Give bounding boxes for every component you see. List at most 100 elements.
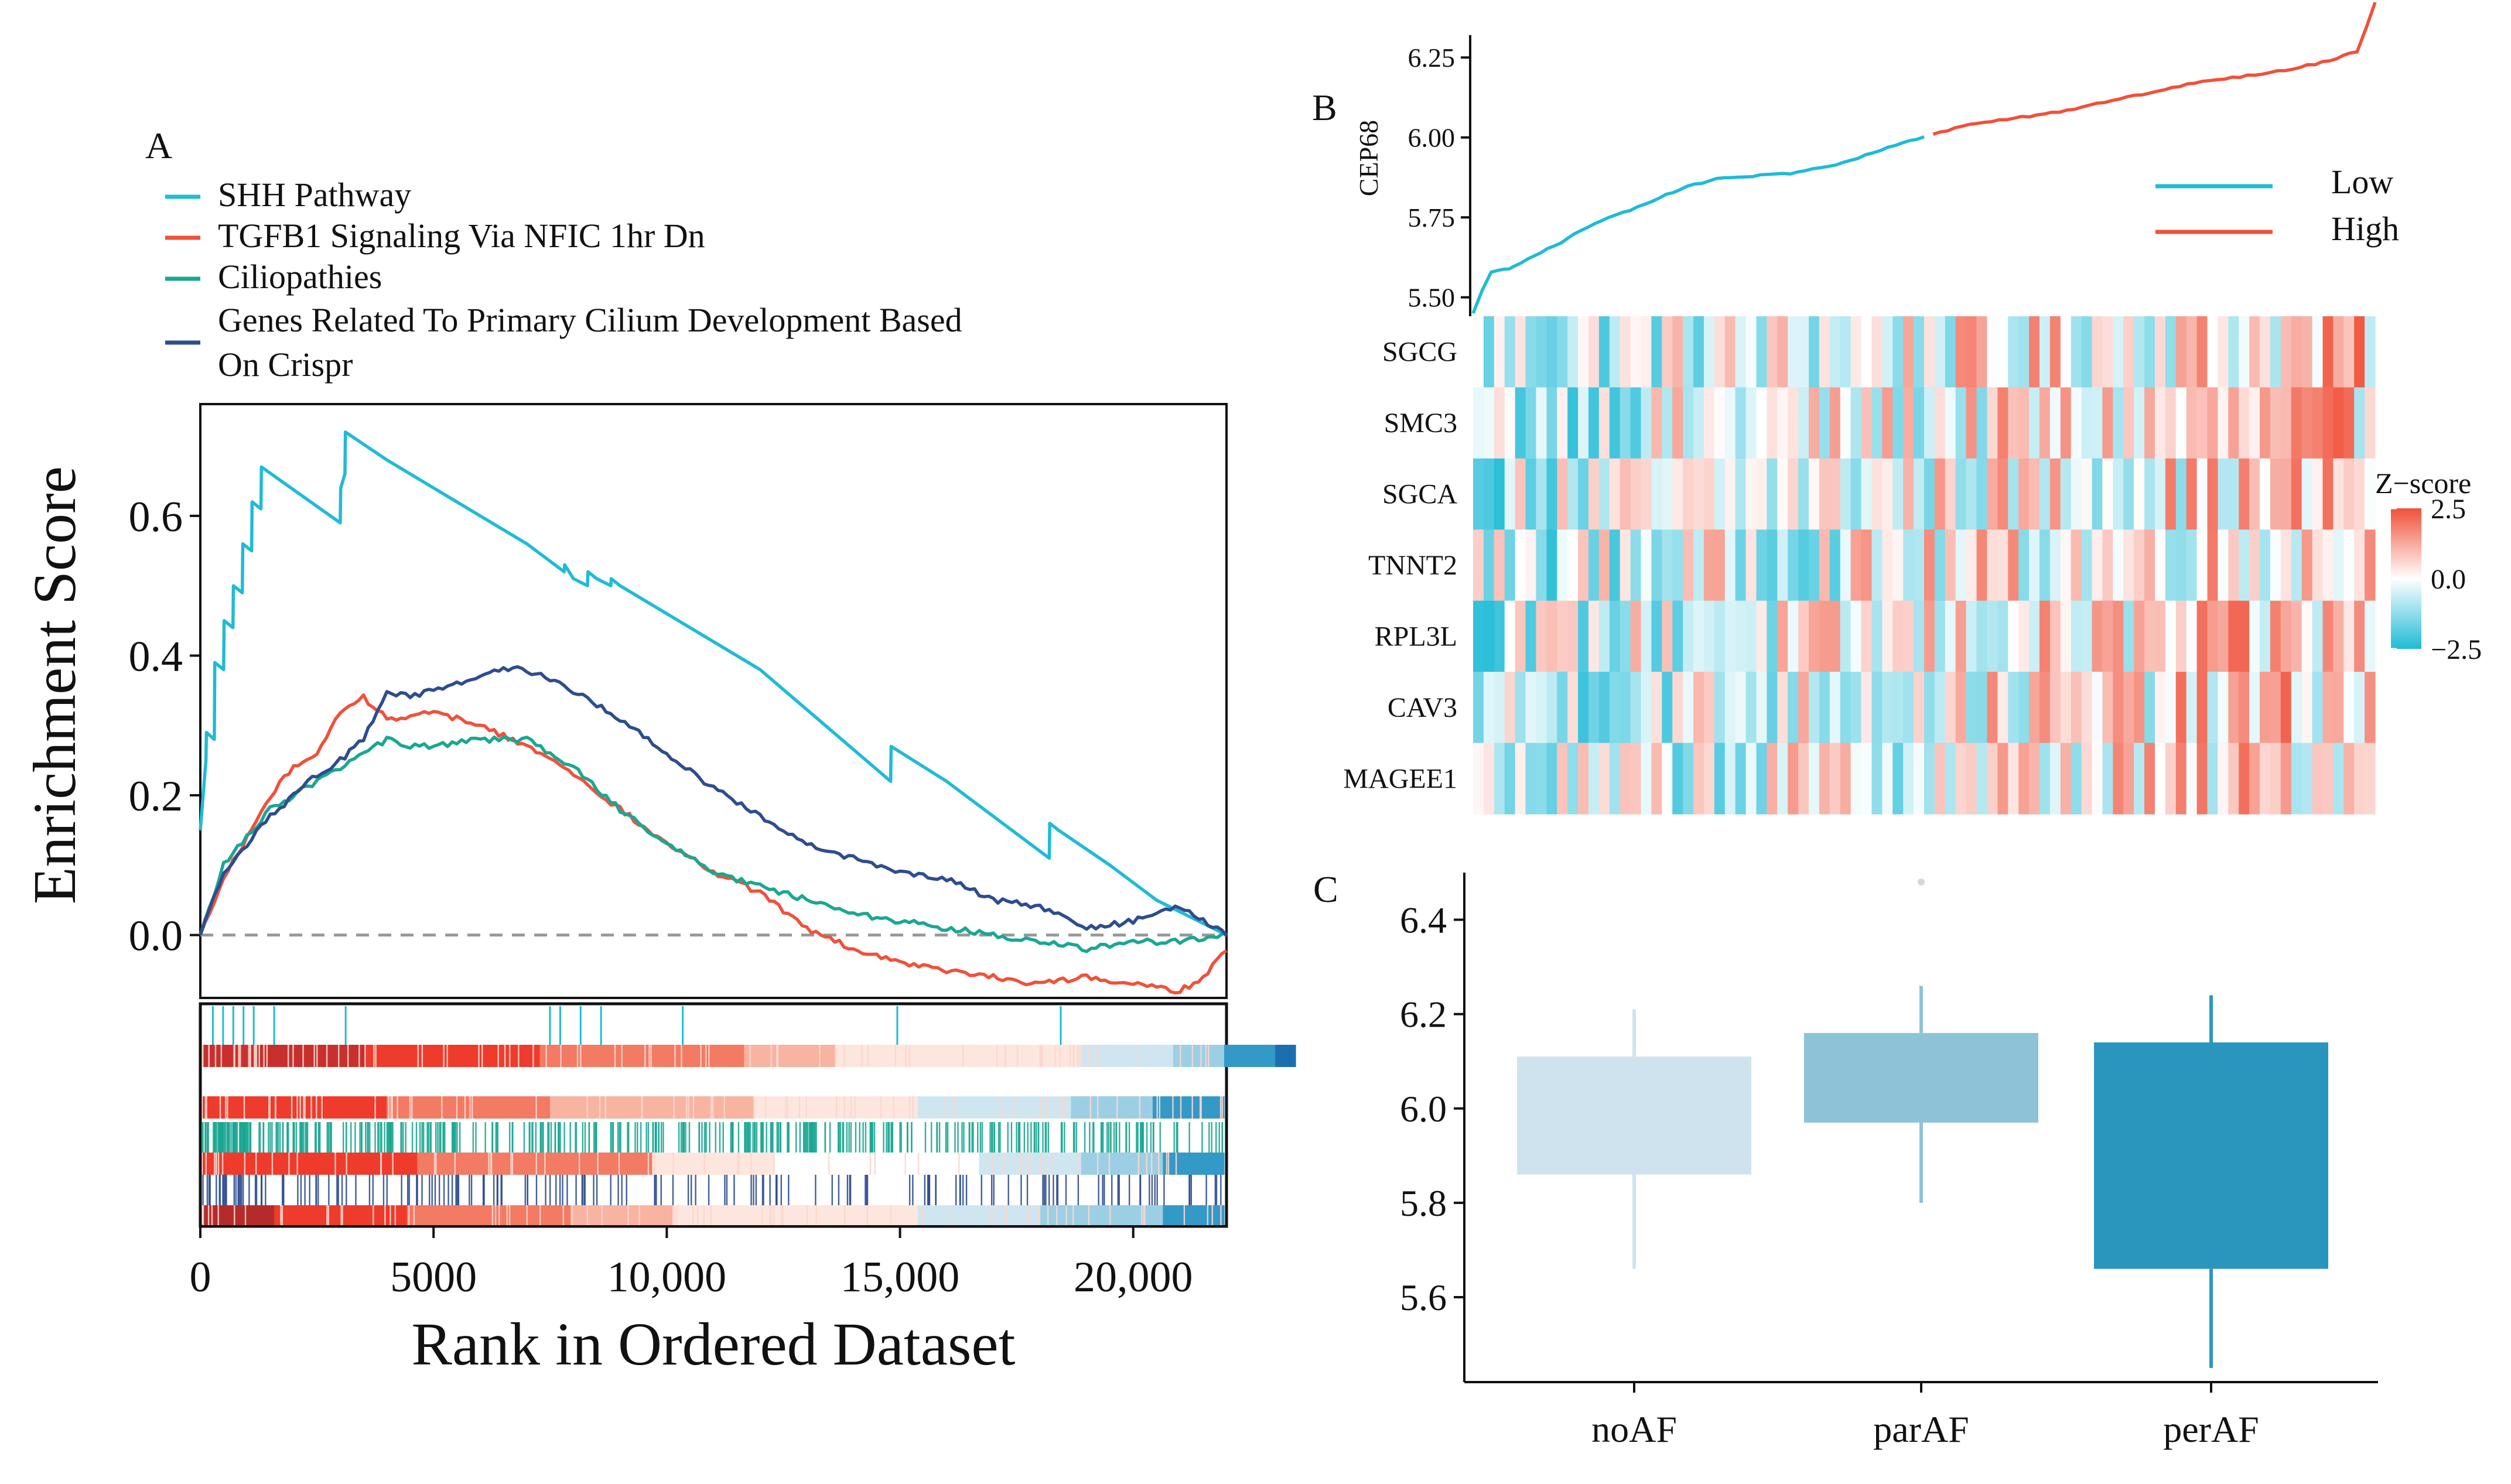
heatmap-cell xyxy=(2365,743,2376,815)
heatmap-cell xyxy=(1598,458,1610,530)
heatmap-cell xyxy=(1767,316,1778,388)
heatmap-cell xyxy=(1934,458,1946,530)
heatmap-cell xyxy=(1546,316,1557,388)
heatmap-cell xyxy=(1598,672,1610,744)
heatmap-cell xyxy=(2175,743,2187,815)
heatmap-cell xyxy=(1809,529,1820,601)
heatmap-cell xyxy=(1966,387,1977,459)
heatmap-cell xyxy=(2239,458,2250,530)
heatmap-cell xyxy=(1546,743,1557,815)
heatmap-cell xyxy=(2029,672,2040,744)
rug-tick-tgfb1-c-band xyxy=(1081,1153,1163,1175)
heatmap-cell xyxy=(1525,743,1537,815)
heatmap-cell xyxy=(1892,743,1904,815)
heatmap-cell xyxy=(2144,672,2155,744)
heatmap-cell xyxy=(2102,529,2113,601)
heatmap-cell xyxy=(2196,672,2208,744)
panel-b: B CEP68 5.50 5.75 6.00 6.25 Low High SGCG SM… xyxy=(1312,2,2482,815)
heatmap-cell xyxy=(1756,529,1767,601)
heatmap-cell xyxy=(1651,600,1662,672)
heatmap-cell xyxy=(1620,316,1631,388)
heatmap-cell xyxy=(2049,743,2061,815)
heatmap-cell xyxy=(1945,387,1956,459)
heatmap-cell xyxy=(1997,458,2008,530)
heatmap-cell xyxy=(1924,458,1935,530)
heatmap-cell xyxy=(1756,672,1767,744)
rug-tick-tgfb1-d-band xyxy=(203,1205,275,1225)
heatmap-cell xyxy=(1473,743,1484,815)
heatmap-cell xyxy=(1703,600,1715,672)
heatmap-cell xyxy=(2144,600,2155,672)
heatmap-cell xyxy=(1693,672,1704,744)
heatmap-cell xyxy=(1882,600,1893,672)
heatmap-cell xyxy=(2312,672,2324,744)
heatmap-cell xyxy=(1987,529,1998,601)
heatmap-cell xyxy=(2239,600,2250,672)
heatmap-cell xyxy=(2175,600,2187,672)
heatmap-cell xyxy=(2196,458,2208,530)
panel-a-series xyxy=(199,430,1228,995)
heatmap-cell xyxy=(1767,672,1778,744)
heatmap-cell xyxy=(2280,316,2292,388)
heatmap-cell xyxy=(2039,529,2051,601)
heatmap-cell xyxy=(1662,529,1673,601)
heatmap-cell xyxy=(1767,387,1778,459)
heatmap-cell xyxy=(1588,316,1600,388)
heatmap-cell xyxy=(2218,458,2229,530)
gene-label: RPL3L xyxy=(1375,621,1457,652)
heatmap-cell xyxy=(1588,458,1600,530)
heatmap-cell xyxy=(1672,316,1683,388)
heatmap-cell xyxy=(2039,458,2051,530)
heatmap-cell xyxy=(2322,458,2334,530)
heatmap-cell xyxy=(2029,743,2040,815)
heatmap-cell xyxy=(1871,600,1883,672)
heatmap-cell xyxy=(1903,743,1914,815)
heatmap-cell xyxy=(1494,316,1505,388)
heatmap-cell xyxy=(1651,743,1662,815)
heatmap-cell xyxy=(1871,672,1883,744)
heatmap-cell xyxy=(1997,387,2008,459)
heatmap-cell xyxy=(2113,672,2124,744)
heatmap-cell xyxy=(2102,387,2113,459)
heatmap-cell xyxy=(1945,743,1956,815)
heatmap-cell xyxy=(2312,316,2324,388)
heatmap-cell xyxy=(1997,529,2008,601)
heatmap-cell xyxy=(2029,529,2040,601)
heatmap-cell xyxy=(2081,387,2093,459)
heatmap-cell xyxy=(1966,316,1977,388)
heatmap-cell xyxy=(1735,529,1747,601)
heatmap-cell xyxy=(1997,600,2008,672)
heatmap-cell xyxy=(2071,672,2082,744)
heatmap-cell xyxy=(1924,600,1935,672)
heatmap-cell xyxy=(2333,387,2344,459)
heatmap-cell xyxy=(1557,387,1568,459)
heatmap-cell xyxy=(1966,529,1977,601)
heatmap-cell xyxy=(1756,743,1767,815)
heatmap-cell xyxy=(2092,529,2103,601)
heatmap-cell xyxy=(1861,458,1873,530)
legend-label-ciliopathies: Ciliopathies xyxy=(218,258,382,296)
heatmap-cell xyxy=(2134,672,2145,744)
heatmap-cell xyxy=(1714,458,1726,530)
heatmap-cell xyxy=(2175,529,2187,601)
heatmap-cell xyxy=(1515,529,1526,601)
outlier-parAF xyxy=(1918,878,1925,886)
group-line-high xyxy=(1932,2,2377,136)
heatmap-cell xyxy=(1966,600,1977,672)
heatmap-cell xyxy=(1798,458,1809,530)
heatmap-cell xyxy=(1724,600,1736,672)
heatmap-cell xyxy=(1494,743,1505,815)
heatmap-cell xyxy=(1504,743,1516,815)
heatmap-cell xyxy=(2049,316,2061,388)
rug-tick-tgfb1-b-band xyxy=(203,1096,387,1119)
heatmap-cell xyxy=(1683,529,1694,601)
heatmap-cell xyxy=(1809,600,1820,672)
heatmap-cell xyxy=(1840,600,1851,672)
heatmap-cell xyxy=(1504,387,1516,459)
heatmap-cell xyxy=(1724,743,1736,815)
heatmap-cell xyxy=(1525,600,1537,672)
heatmap-cell xyxy=(1914,600,1925,672)
heatmap-cell xyxy=(1861,672,1873,744)
heatmap-cell xyxy=(2186,743,2198,815)
box-noAF xyxy=(1517,1056,1751,1175)
